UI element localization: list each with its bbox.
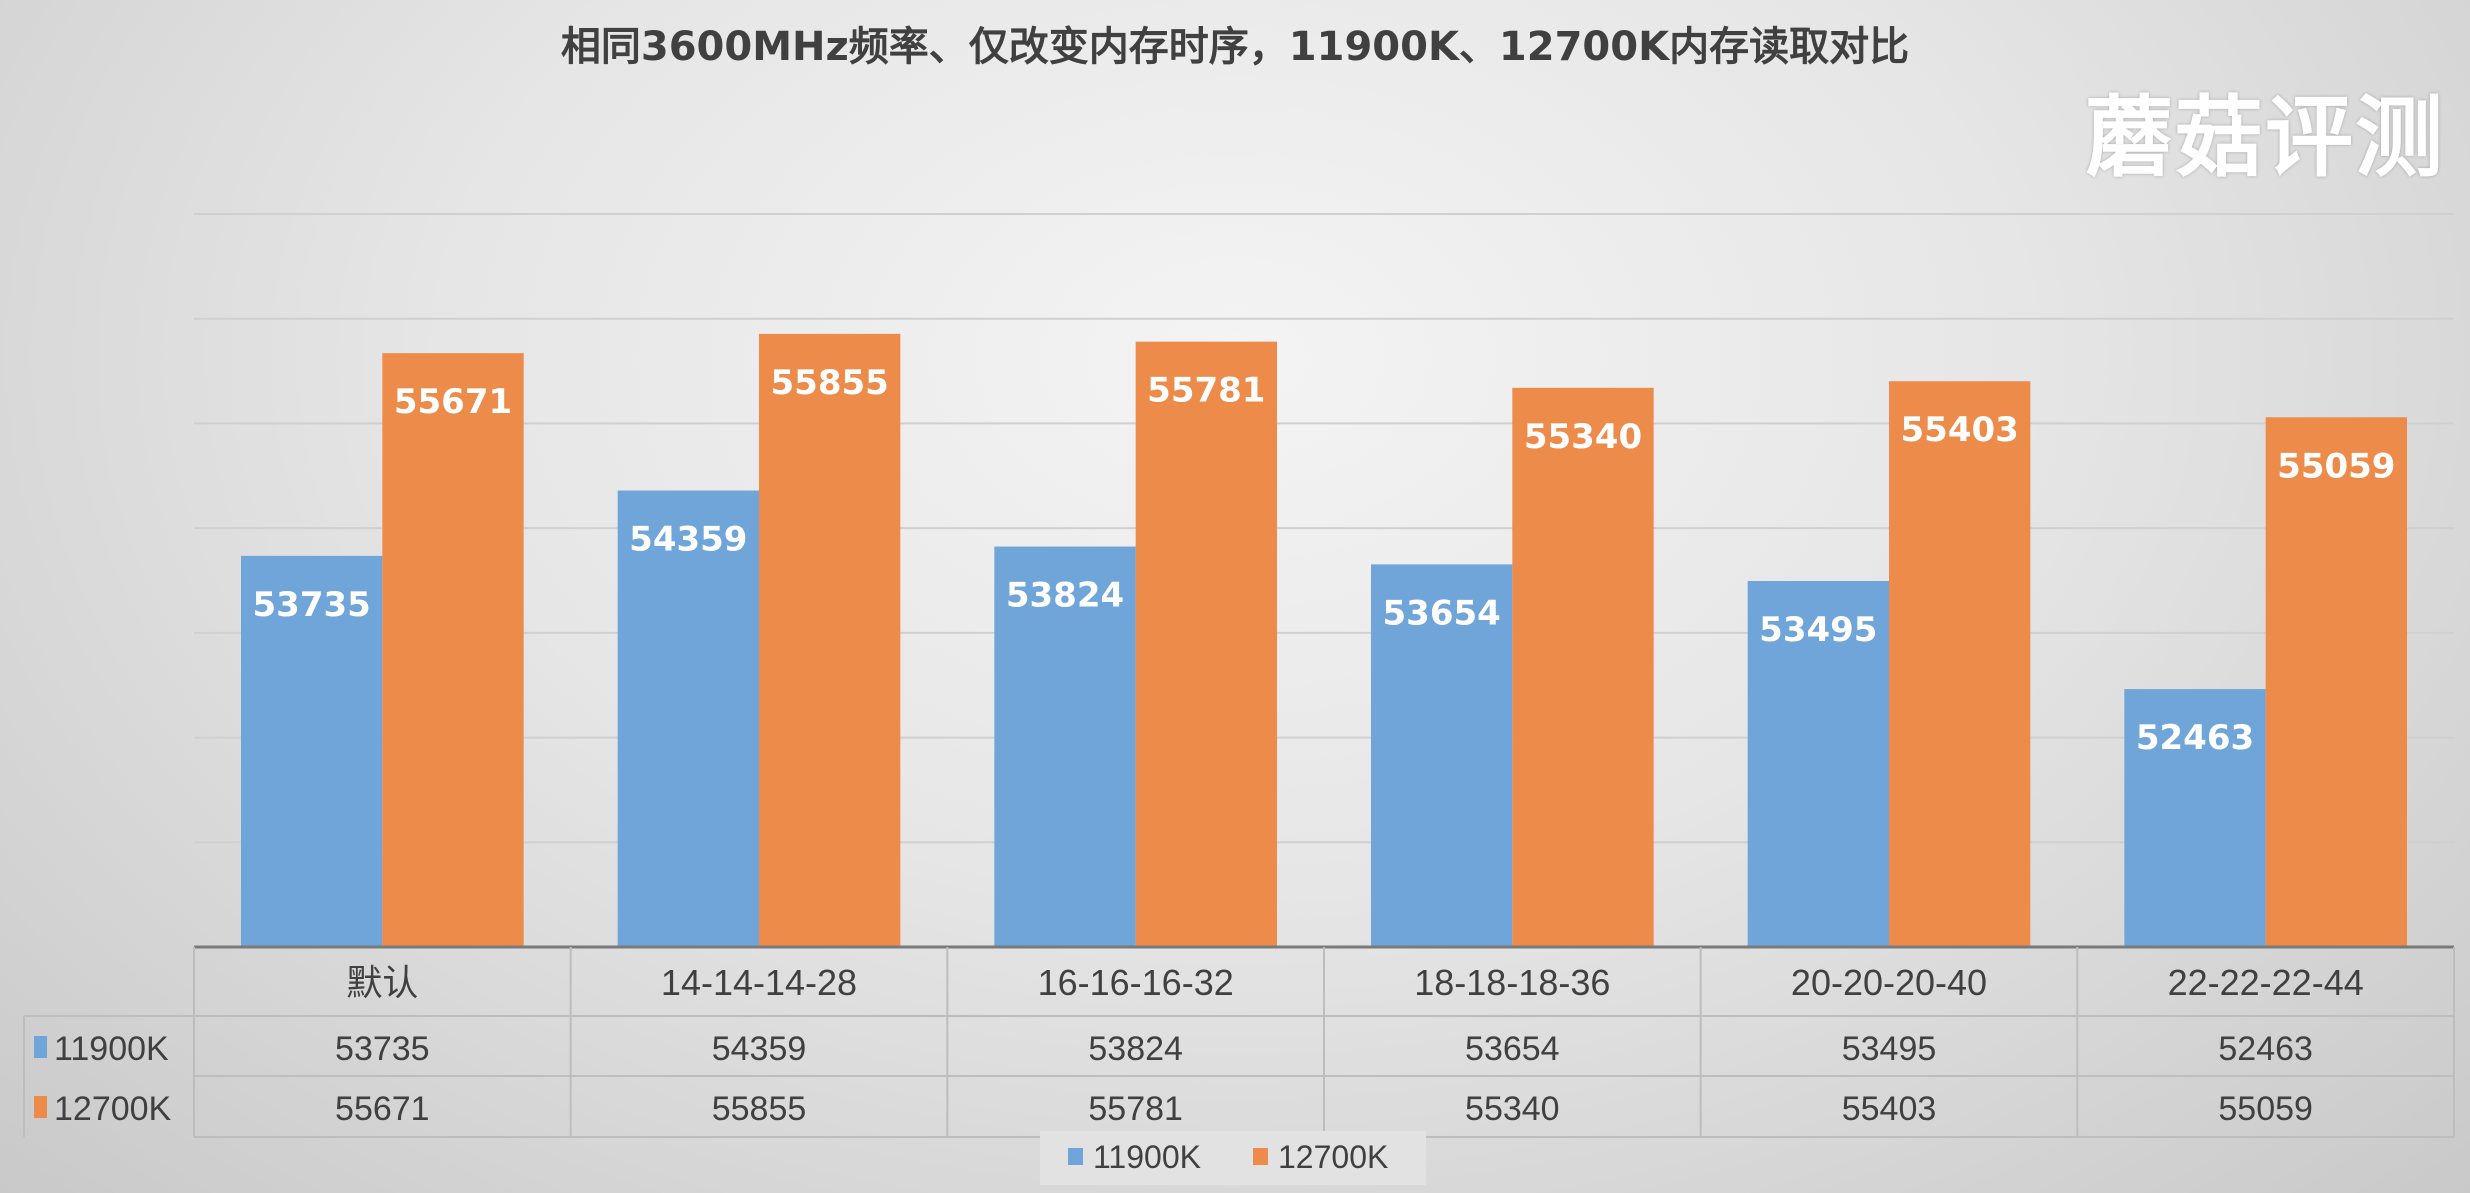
legend-swatch-11900K bbox=[34, 1036, 47, 1058]
bar-12700K-5 bbox=[2265, 417, 2407, 947]
data-label: 53654 bbox=[1383, 593, 1501, 633]
chart-title: 相同3600MHz频率、仅改变内存时序，11900K、12700K内存读取对比 bbox=[560, 24, 1910, 70]
table-cell: 55671 bbox=[335, 1090, 430, 1128]
table-cell: 55403 bbox=[1842, 1090, 1937, 1128]
table-cell: 53654 bbox=[1465, 1030, 1560, 1068]
table-cell: 55781 bbox=[1088, 1090, 1183, 1128]
data-label: 55340 bbox=[1524, 417, 1642, 457]
category-label: 20-20-20-40 bbox=[1791, 962, 1987, 1003]
table-cell: 55855 bbox=[712, 1090, 807, 1128]
category-label: 22-22-22-44 bbox=[2168, 962, 2364, 1003]
bar-12700K-4 bbox=[1889, 381, 2031, 947]
data-label: 55781 bbox=[1147, 371, 1265, 411]
table-series-label: 12700K bbox=[54, 1090, 172, 1128]
bar-12700K-1 bbox=[759, 333, 901, 948]
data-label: 52463 bbox=[2136, 718, 2254, 758]
bar-11900K-4 bbox=[1747, 581, 1889, 947]
category-label: 默认 bbox=[346, 962, 418, 1003]
table-cell: 55059 bbox=[2218, 1090, 2313, 1128]
bar-11900K-1 bbox=[617, 490, 759, 947]
table-cell: 53824 bbox=[1088, 1030, 1183, 1068]
table-series-label: 11900K bbox=[54, 1030, 169, 1068]
data-label: 55671 bbox=[394, 382, 512, 422]
bar-12700K-0 bbox=[382, 353, 524, 947]
table-cell: 55340 bbox=[1465, 1090, 1560, 1128]
bar-11900K-2 bbox=[994, 546, 1136, 947]
bar-11900K-0 bbox=[241, 555, 383, 947]
table-cell: 53495 bbox=[1842, 1030, 1937, 1068]
table-cell: 54359 bbox=[712, 1030, 807, 1068]
category-label: 16-16-16-32 bbox=[1038, 962, 1234, 1003]
legend-label: 11900K bbox=[1093, 1139, 1201, 1175]
data-label: 53495 bbox=[1759, 610, 1877, 650]
legend-swatch bbox=[1253, 1148, 1268, 1165]
data-label: 55855 bbox=[771, 363, 889, 403]
table-cell: 53735 bbox=[335, 1030, 430, 1068]
bar-11900K-3 bbox=[1371, 564, 1513, 947]
bar-12700K-2 bbox=[1135, 341, 1277, 947]
data-label: 55403 bbox=[1901, 410, 2019, 450]
legend-box bbox=[1040, 1131, 1426, 1185]
data-label: 54359 bbox=[629, 520, 747, 560]
data-label: 53824 bbox=[1006, 576, 1124, 616]
data-label: 55059 bbox=[2277, 446, 2395, 486]
legend-swatch bbox=[1068, 1148, 1083, 1165]
category-label: 14-14-14-28 bbox=[661, 962, 857, 1003]
legend-label: 12700K bbox=[1278, 1139, 1388, 1175]
bar-11900K-5 bbox=[2124, 689, 2266, 947]
watermark-logo: 蘑菇评测 bbox=[2085, 86, 2446, 189]
legend-swatch-12700K bbox=[34, 1096, 47, 1118]
data-label: 53735 bbox=[253, 585, 371, 625]
table-cell: 52463 bbox=[2218, 1030, 2313, 1068]
bar-12700K-3 bbox=[1512, 387, 1654, 948]
category-label: 18-18-18-36 bbox=[1414, 962, 1610, 1003]
